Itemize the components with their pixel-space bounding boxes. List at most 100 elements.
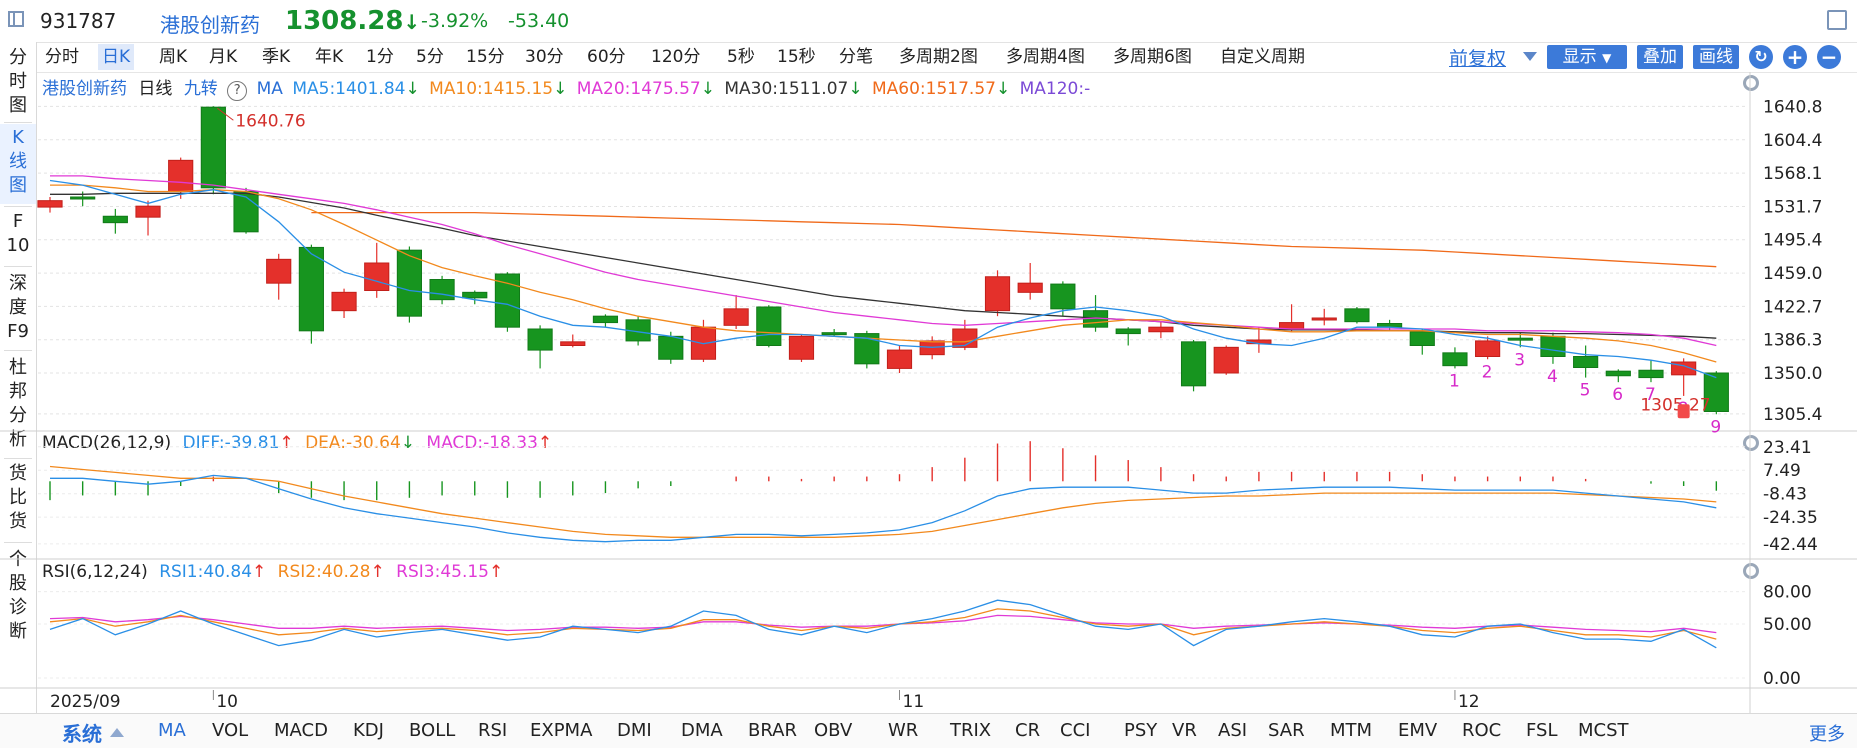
candle-body[interactable] bbox=[168, 159, 194, 192]
candle-body[interactable] bbox=[1180, 341, 1207, 387]
candle-body[interactable] bbox=[1573, 356, 1599, 368]
candle-body[interactable] bbox=[135, 205, 161, 218]
period-month[interactable]: 月K bbox=[209, 47, 238, 67]
candle-body[interactable] bbox=[1017, 282, 1043, 293]
nav-f10[interactable]: F 10 bbox=[0, 210, 36, 260]
nav-compare[interactable]: 货 比 货 bbox=[0, 462, 36, 536]
candle-body[interactable] bbox=[298, 246, 324, 332]
candle-body[interactable] bbox=[821, 332, 847, 336]
candle-body[interactable] bbox=[266, 258, 292, 284]
period-15min[interactable]: 15分 bbox=[466, 47, 505, 67]
legend-jiuzhuan[interactable]: 九转 bbox=[183, 79, 218, 99]
indicator-tab-dma[interactable]: DMA bbox=[681, 720, 723, 741]
period-multi-4[interactable]: 多周期4图 bbox=[1006, 47, 1085, 67]
period-multi-6[interactable]: 多周期6图 bbox=[1113, 47, 1192, 67]
main-settings-gear-icon[interactable] bbox=[1743, 75, 1759, 91]
indicator-tab-expma[interactable]: EXPMA bbox=[530, 720, 593, 741]
indicator-tab-mtm[interactable]: MTM bbox=[1330, 720, 1373, 741]
candle-body[interactable] bbox=[723, 308, 749, 326]
indicator-tab-boll[interactable]: BOLL bbox=[409, 720, 456, 741]
rsi-settings-gear-icon[interactable] bbox=[1743, 563, 1759, 579]
candle-body[interactable] bbox=[952, 328, 978, 348]
candle-body[interactable] bbox=[527, 328, 553, 351]
candle-body[interactable] bbox=[1442, 352, 1468, 367]
nav-dupont[interactable]: 杜 邦 分 析 bbox=[0, 356, 36, 454]
candle-body[interactable] bbox=[429, 279, 455, 301]
nav-kline[interactable]: K 线 图 bbox=[0, 124, 36, 204]
system-tab[interactable]: 系统 bbox=[62, 722, 102, 746]
indicator-tab-dmi[interactable]: DMI bbox=[617, 720, 652, 741]
adjust-dropdown[interactable]: 前复权 bbox=[1449, 48, 1507, 70]
period-year[interactable]: 年K bbox=[315, 47, 344, 67]
indicator-tab-vr[interactable]: VR bbox=[1172, 720, 1197, 741]
zoom-out-icon[interactable]: − bbox=[1817, 45, 1841, 69]
candle-body[interactable] bbox=[331, 291, 357, 312]
candle-body[interactable] bbox=[1409, 331, 1435, 346]
overlay-button[interactable]: 叠加 bbox=[1637, 45, 1683, 69]
candle-body[interactable] bbox=[886, 349, 913, 369]
period-5sec[interactable]: 5秒 bbox=[727, 47, 755, 67]
candle-body[interactable] bbox=[1475, 340, 1501, 357]
candle-body[interactable] bbox=[200, 106, 226, 189]
indicator-tab-brar[interactable]: BRAR bbox=[748, 720, 797, 741]
candle-body[interactable] bbox=[462, 291, 488, 299]
period-week[interactable]: 周K bbox=[159, 47, 188, 67]
candle-body[interactable] bbox=[1605, 370, 1631, 377]
candle-body[interactable] bbox=[1311, 317, 1337, 321]
alert-icon[interactable] bbox=[1677, 404, 1690, 419]
candle-body[interactable] bbox=[756, 306, 782, 346]
display-button[interactable]: 显示 ▼ bbox=[1547, 45, 1627, 69]
rsi-title[interactable]: RSI(6,12,24) bbox=[42, 562, 148, 582]
zoom-in-icon[interactable]: + bbox=[1783, 45, 1807, 69]
nav-deep-f9[interactable]: 深 度 F9 bbox=[0, 272, 36, 346]
indicator-tab-fsl[interactable]: FSL bbox=[1526, 720, 1558, 741]
candle-body[interactable] bbox=[1115, 328, 1141, 335]
candle-body[interactable] bbox=[364, 262, 390, 291]
candle-body[interactable] bbox=[1213, 346, 1239, 374]
period-60min[interactable]: 60分 bbox=[587, 47, 626, 67]
period-multi-2[interactable]: 多周期2图 bbox=[899, 47, 978, 67]
candle-body[interactable] bbox=[102, 215, 128, 224]
indicator-tab-rsi[interactable]: RSI bbox=[478, 720, 508, 741]
indicator-tab-kdj[interactable]: KDJ bbox=[353, 720, 384, 741]
stock-name[interactable]: 港股创新药 bbox=[160, 13, 260, 37]
period-1min[interactable]: 1分 bbox=[366, 47, 394, 67]
candle-body[interactable] bbox=[1540, 335, 1566, 358]
macd-settings-gear-icon[interactable] bbox=[1743, 435, 1759, 451]
draw-line-button[interactable]: 画线 bbox=[1693, 45, 1739, 69]
candle-body[interactable] bbox=[494, 273, 521, 328]
indicator-tab-wr[interactable]: WR bbox=[888, 720, 919, 741]
candle-body[interactable] bbox=[788, 335, 815, 360]
candle-body[interactable] bbox=[1507, 337, 1533, 341]
period-intraday[interactable]: 分时 bbox=[45, 47, 79, 67]
indicator-tab-ma[interactable]: MA bbox=[158, 720, 186, 741]
candle-body[interactable] bbox=[560, 341, 586, 347]
indicator-tab-sar[interactable]: SAR bbox=[1268, 720, 1305, 741]
indicator-tab-vol[interactable]: VOL bbox=[212, 720, 249, 741]
candle-body[interactable] bbox=[233, 191, 259, 233]
candle-body[interactable] bbox=[1148, 326, 1174, 333]
candle-body[interactable] bbox=[37, 200, 63, 208]
refresh-icon[interactable]: ↻ bbox=[1749, 45, 1773, 69]
period-15sec[interactable]: 15秒 bbox=[777, 47, 816, 67]
indicator-tab-asi[interactable]: ASI bbox=[1218, 720, 1248, 741]
indicator-tab-cr[interactable]: CR bbox=[1015, 720, 1041, 741]
period-5min[interactable]: 5分 bbox=[416, 47, 444, 67]
window-layout-icon[interactable] bbox=[8, 11, 24, 27]
candle-body[interactable] bbox=[1638, 369, 1664, 379]
indicator-tab-trix[interactable]: TRIX bbox=[950, 720, 992, 741]
nav-intraday[interactable]: 分 时 图 bbox=[0, 44, 36, 120]
candle-body[interactable] bbox=[658, 335, 684, 360]
period-quarter[interactable]: 季K bbox=[262, 47, 291, 67]
nav-diagnosis[interactable]: 个 股 诊 断 bbox=[0, 548, 36, 646]
period-custom[interactable]: 自定义周期 bbox=[1220, 47, 1305, 67]
period-30min[interactable]: 30分 bbox=[525, 47, 564, 67]
candle-body[interactable] bbox=[1344, 308, 1370, 323]
system-arrow-icon[interactable] bbox=[110, 728, 124, 737]
indicator-tab-psy[interactable]: PSY bbox=[1124, 720, 1158, 741]
candle-body[interactable] bbox=[70, 196, 96, 200]
adjust-dropdown-arrow-icon[interactable] bbox=[1523, 52, 1537, 61]
candle-body[interactable] bbox=[1050, 283, 1076, 310]
indicator-tab-roc[interactable]: ROC bbox=[1462, 720, 1502, 741]
candle-body[interactable] bbox=[396, 249, 422, 317]
